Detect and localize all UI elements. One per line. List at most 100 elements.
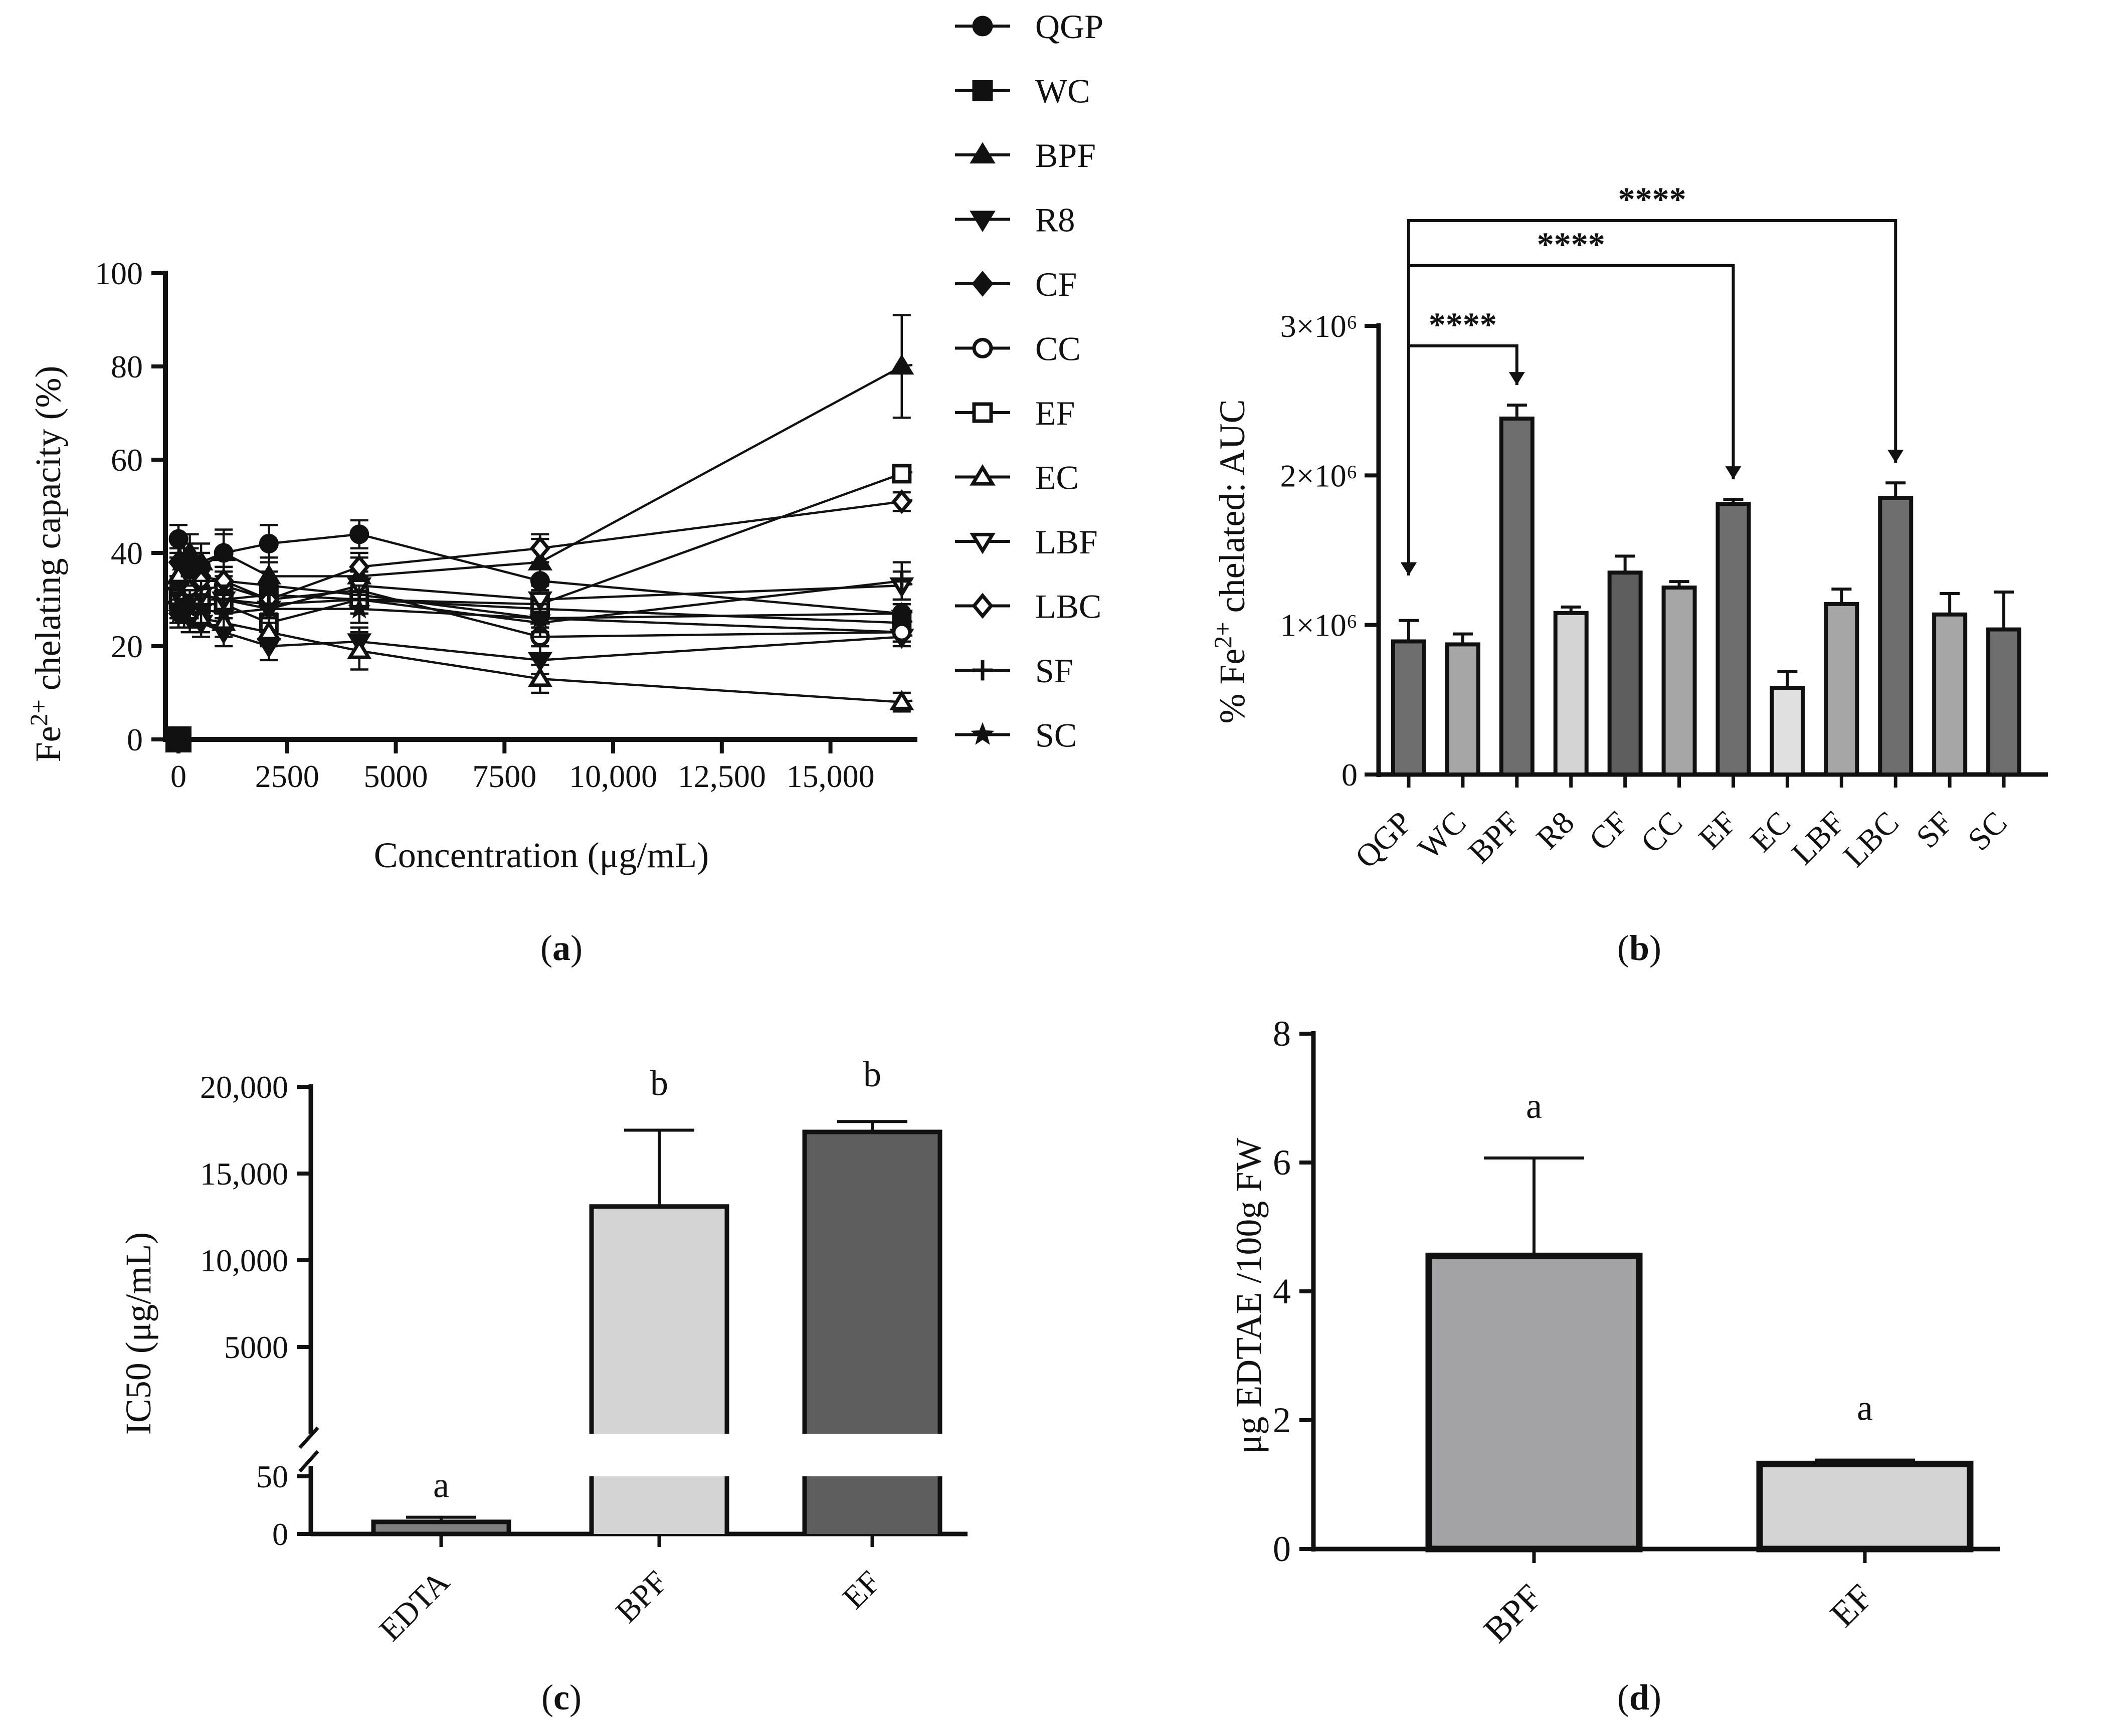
b-error-bar (1831, 588, 1852, 604)
a-y-tick-label: 100 (95, 256, 143, 291)
a-legend-label: QGP (1035, 8, 1103, 46)
a-legend-label: SC (1035, 716, 1077, 754)
b-bar-ec (1770, 685, 1805, 777)
a-x-tick-label: 15,000 (787, 758, 875, 794)
b-significance-stars: **** (1618, 180, 1686, 218)
b-x-tick-label: SF (1909, 805, 1960, 855)
a-point (892, 464, 912, 484)
a-point (527, 652, 553, 673)
a-point (256, 620, 281, 641)
b-bar-ef (1715, 502, 1751, 777)
c-letter: a (433, 1465, 449, 1505)
b-x-tick-label: WC (1411, 805, 1473, 866)
a-legend-label: WC (1035, 72, 1090, 110)
b-x-tick-label: R8 (1529, 805, 1581, 856)
a-legend-marker (972, 271, 994, 297)
a-legend-marker (971, 722, 995, 745)
d-y-tick-label: 0 (1273, 1529, 1291, 1569)
a-legend-marker (970, 142, 996, 164)
a-point (348, 597, 371, 619)
c-letter: b (650, 1063, 668, 1103)
panel-a-ylabel: Fe2+ chelating capacity (%) (25, 366, 68, 762)
d-letter: a (1526, 1086, 1542, 1126)
a-x-tick-label: 0 (170, 758, 186, 794)
a-x-tick-label: 2500 (255, 758, 319, 794)
b-x-tick-label: CC (1634, 805, 1689, 860)
panel-c-bar-chart: IC50 (μg/mL) (c) 5000 10,000 15,000 20,000 0… (118, 1054, 968, 1717)
b-y-tick-label: 3×10⁶ (1280, 308, 1358, 344)
a-legend-item: WC (955, 72, 1090, 110)
b-bar-r8 (1553, 611, 1589, 777)
panel-a-caption: (a) (540, 928, 583, 968)
a-legend: QGP WC BPF R8 CF CC EF EC LBF LBC SF SC (955, 8, 1103, 754)
b-x-tick-label: QGP (1348, 805, 1419, 875)
c-bar-segment (371, 1519, 511, 1536)
a-point (349, 554, 370, 580)
a-legend-label: BPF (1035, 136, 1096, 174)
panel-b-ylabel: % Fe2+ chelated: AUC (1209, 399, 1252, 723)
a-y-tick-label: 20 (111, 629, 143, 664)
c-y-tick-label: 0 (272, 1516, 288, 1552)
d-bar-bpf: a (1425, 1086, 1643, 1553)
b-bracket-line (1407, 219, 1897, 575)
d-y-tick-label: 8 (1273, 1014, 1291, 1054)
a-legend-marker (972, 660, 993, 681)
a-legend-marker (972, 402, 993, 423)
a-y-tick-label: 40 (111, 535, 143, 571)
a-point (528, 606, 551, 628)
c-x-tick-label: BPF (609, 1564, 674, 1630)
d-x-tick-label: EF (1822, 1577, 1880, 1635)
c-bar-segment-upper (805, 1131, 940, 1434)
a-point (891, 489, 912, 514)
panel-d-ylabel: μg EDTAE /100g FW (1229, 1138, 1269, 1454)
b-significance-bracket: **** (1401, 180, 1904, 575)
b-bar-lbc (1878, 496, 1913, 777)
a-legend-marker (972, 338, 993, 358)
a-legend-label: CC (1035, 330, 1081, 368)
b-significance-bracket: **** (1401, 225, 1742, 575)
panel-d-bar-chart: μg EDTAE /100g FW (d) 0 2 4 6 8 a BPF a EF (1229, 1014, 2000, 1717)
b-bar-bpf (1499, 416, 1535, 777)
c-y-tick-label: 20,000 (200, 1069, 288, 1105)
a-point (892, 571, 911, 591)
c-bar-bpf: b (589, 1063, 729, 1534)
a-y-tick-label: 60 (111, 442, 143, 478)
d-y-tick-label: 4 (1273, 1271, 1291, 1311)
panel-d-caption-letter: d (1629, 1677, 1649, 1717)
d-bar-rect (1425, 1252, 1643, 1553)
b-error-bar (1940, 592, 1960, 615)
panel-b-bar-chart: % Fe2+ chelated: AUC (b) 0 1×10⁶ 2×10⁶ 3×10… (1209, 180, 2048, 968)
d-bar-ef: a (1756, 1388, 1974, 1553)
c-axis-break (298, 1426, 319, 1449)
a-x-tick-label: 5000 (364, 758, 428, 794)
c-y-tick-label: 10,000 (200, 1243, 288, 1278)
a-legend-marker (972, 593, 994, 619)
a-legend-item: EF (955, 394, 1075, 432)
d-letter: a (1857, 1388, 1873, 1428)
a-legend-marker (972, 80, 993, 101)
b-error-bar (1399, 619, 1419, 642)
b-x-tick-label: BPF (1461, 805, 1527, 870)
a-point (349, 524, 369, 544)
b-significance-bracket: **** (1401, 305, 1525, 575)
a-x-tick-label: 7500 (472, 758, 536, 794)
c-error-bar (624, 1128, 694, 1207)
c-bar-ef: b (802, 1054, 942, 1534)
panel-d-caption: (d) (1617, 1677, 1661, 1717)
b-bar-cf (1607, 570, 1643, 777)
b-x-tick-label: CF (1582, 805, 1635, 858)
b-x-tick-label: EF (1691, 805, 1743, 856)
b-bracket-arrow (1508, 372, 1525, 385)
d-y-tick-label: 6 (1273, 1142, 1291, 1183)
a-legend-label: R8 (1035, 201, 1075, 239)
b-bracket-arrow (1725, 466, 1742, 480)
a-point (189, 597, 213, 619)
b-bar-cc (1661, 586, 1697, 777)
b-x-tick-label: LBF (1785, 805, 1851, 871)
a-point (212, 602, 235, 623)
b-bar-sf (1932, 612, 1968, 777)
a-legend-marker (970, 532, 996, 554)
a-origin-marker (165, 726, 192, 752)
panel-b-caption: (b) (1617, 928, 1661, 968)
